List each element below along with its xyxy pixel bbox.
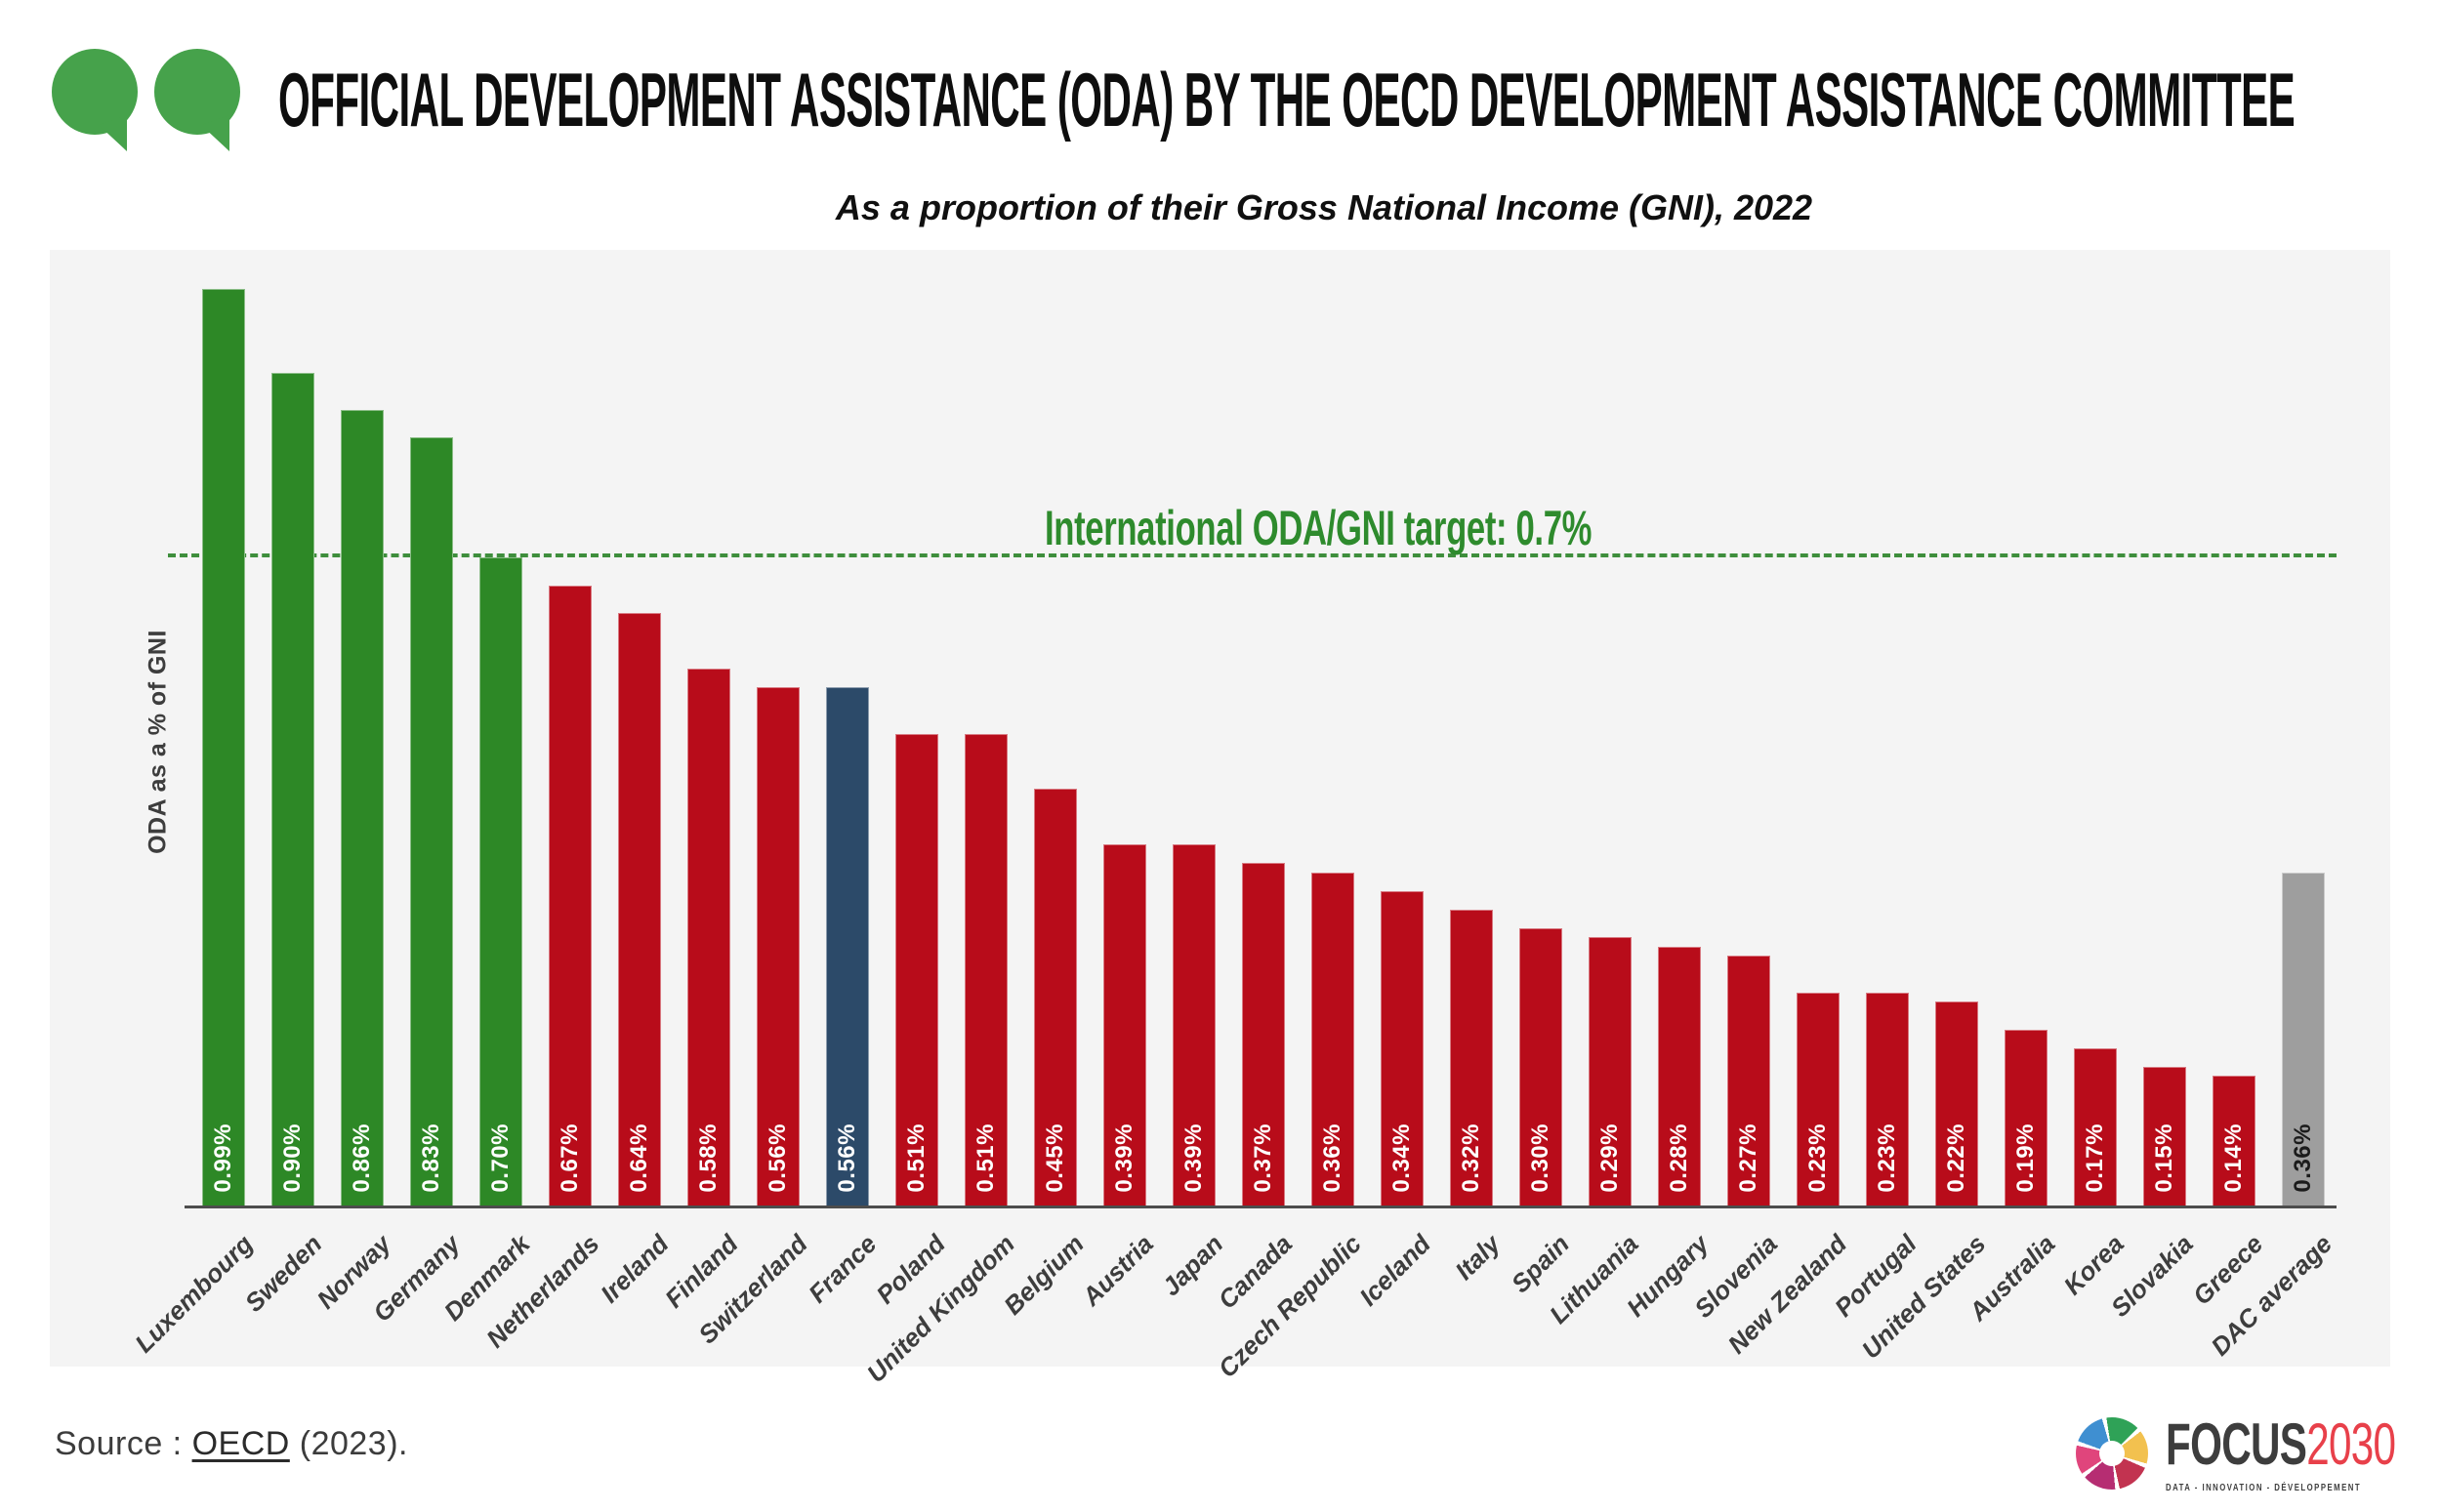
bar-dac-average: 0.36% <box>2282 873 2325 1206</box>
bar-france: 0.56% <box>826 687 869 1206</box>
bar-united-states: 0.22% <box>1935 1001 1978 1206</box>
bar-slovakia: 0.15% <box>2143 1067 2186 1206</box>
bar-value-label: 0.99% <box>210 1124 236 1193</box>
quote-bubble-icon <box>154 49 240 151</box>
bar-value-label: 0.64% <box>626 1124 652 1193</box>
bar-australia: 0.19% <box>2005 1030 2048 1206</box>
bar-netherlands: 0.67% <box>549 586 592 1206</box>
bar-slovenia: 0.27% <box>1727 956 1770 1206</box>
bar-greece: 0.14% <box>2213 1076 2255 1206</box>
bar-ireland: 0.64% <box>618 613 661 1206</box>
bar-japan: 0.39% <box>1173 844 1216 1206</box>
bar-value-label: 0.51% <box>972 1124 999 1193</box>
bar-value-label: 0.15% <box>2151 1124 2177 1193</box>
bar-value-label: 0.56% <box>834 1124 860 1193</box>
page-title: OFFICIAL DEVELOPMENT ASSISTANCE (ODA) BY… <box>278 57 2296 143</box>
bar-belgium: 0.45% <box>1034 789 1077 1206</box>
source-suffix: (2023). <box>289 1425 408 1462</box>
pinwheel-icon <box>2076 1417 2148 1490</box>
bar-iceland: 0.34% <box>1381 891 1424 1206</box>
logo-tagline: DATA - INNOVATION - DÉVELOPPEMENT <box>2166 1482 2362 1493</box>
x-axis-line <box>185 1206 2337 1208</box>
bar-czech-republic: 0.36% <box>1311 873 1354 1206</box>
bar-denmark: 0.70% <box>479 557 522 1206</box>
bar-value-label: 0.67% <box>557 1124 583 1193</box>
source-note: Source : OECD (2023). <box>55 1425 408 1463</box>
target-label: International ODA/GNI target: 0.7% <box>1045 501 1593 555</box>
bar-value-label: 0.58% <box>695 1124 722 1193</box>
bar-spain: 0.30% <box>1519 928 1562 1206</box>
bar-value-label: 0.39% <box>1180 1124 1207 1193</box>
bar-value-label: 0.36% <box>1319 1124 1345 1193</box>
bar-value-label: 0.29% <box>1596 1124 1623 1193</box>
bar-value-label: 0.32% <box>1458 1124 1484 1193</box>
bar-italy: 0.32% <box>1450 910 1493 1206</box>
bar-finland: 0.58% <box>687 669 730 1206</box>
x-axis-label-france: France <box>802 1229 883 1309</box>
y-axis-label: ODA as a % of GNI <box>144 630 172 854</box>
bar-value-label: 0.23% <box>1804 1124 1831 1193</box>
bar-value-label: 0.56% <box>765 1124 791 1193</box>
bar-norway: 0.86% <box>341 410 384 1206</box>
quote-bubble-icon <box>52 49 138 151</box>
bar-value-label: 0.22% <box>1943 1124 1969 1193</box>
bar-united-kingdom: 0.51% <box>965 734 1008 1206</box>
bar-hungary: 0.28% <box>1658 947 1701 1206</box>
source-link[interactable]: OECD <box>191 1425 290 1462</box>
bar-value-label: 0.17% <box>2082 1124 2108 1193</box>
bar-value-label: 0.27% <box>1735 1124 1761 1193</box>
bar-value-label: 0.23% <box>1874 1124 1900 1193</box>
target-line <box>168 553 2337 557</box>
bar-canada: 0.37% <box>1242 863 1285 1206</box>
bar-portugal: 0.23% <box>1866 993 1909 1206</box>
x-axis-label-iceland: Iceland <box>1353 1229 1437 1312</box>
logo-year: 2030 <box>2306 1411 2396 1477</box>
bar-value-label: 0.86% <box>349 1124 375 1193</box>
bar-value-label: 0.37% <box>1250 1124 1276 1193</box>
bar-value-label: 0.70% <box>487 1124 514 1193</box>
bar-korea: 0.17% <box>2074 1048 2117 1206</box>
x-axis-label-italy: Italy <box>1449 1229 1507 1287</box>
bar-sweden: 0.90% <box>271 373 314 1206</box>
bar-value-label: 0.14% <box>2220 1124 2247 1193</box>
bar-value-label: 0.34% <box>1388 1124 1415 1193</box>
bar-poland: 0.51% <box>895 734 938 1206</box>
x-axis-label-austria: Austria <box>1076 1229 1160 1312</box>
bar-new-zealand: 0.23% <box>1797 993 1840 1206</box>
bar-value-label: 0.28% <box>1666 1124 1692 1193</box>
bar-value-label: 0.39% <box>1111 1124 1138 1193</box>
bar-value-label: 0.51% <box>903 1124 930 1193</box>
bar-value-label: 0.36% <box>2290 1124 2316 1193</box>
bar-austria: 0.39% <box>1103 844 1146 1206</box>
bar-value-label: 0.83% <box>418 1124 444 1193</box>
bar-switzerland: 0.56% <box>757 687 800 1206</box>
x-axis-label-sweden: Sweden <box>238 1229 328 1318</box>
logo-brand: FOCUS <box>2166 1411 2307 1477</box>
logo-wordmark: FOCUS2030 <box>2166 1415 2396 1474</box>
x-axis-label-dac-average: DAC average <box>2205 1229 2338 1362</box>
bar-value-label: 0.30% <box>1527 1124 1553 1193</box>
bar-luxembourg: 0.99% <box>202 289 245 1206</box>
focus2030-logo: FOCUS2030 DATA - INNOVATION - DÉVELOPPEM… <box>2076 1415 2441 1493</box>
quote-icons <box>52 49 240 152</box>
bar-lithuania: 0.29% <box>1589 937 1632 1206</box>
bar-value-label: 0.90% <box>279 1124 306 1193</box>
x-axis-label-luxembourg: Luxembourg <box>128 1229 259 1359</box>
bar-value-label: 0.45% <box>1042 1124 1068 1193</box>
chart-panel: ODA as a % of GNI International ODA/GNI … <box>50 250 2390 1388</box>
bar-value-label: 0.19% <box>2012 1124 2039 1193</box>
bar-germany: 0.83% <box>410 437 453 1206</box>
chart-subtitle: As a proportion of their Gross National … <box>835 187 1813 227</box>
source-prefix: Source : <box>55 1425 192 1462</box>
